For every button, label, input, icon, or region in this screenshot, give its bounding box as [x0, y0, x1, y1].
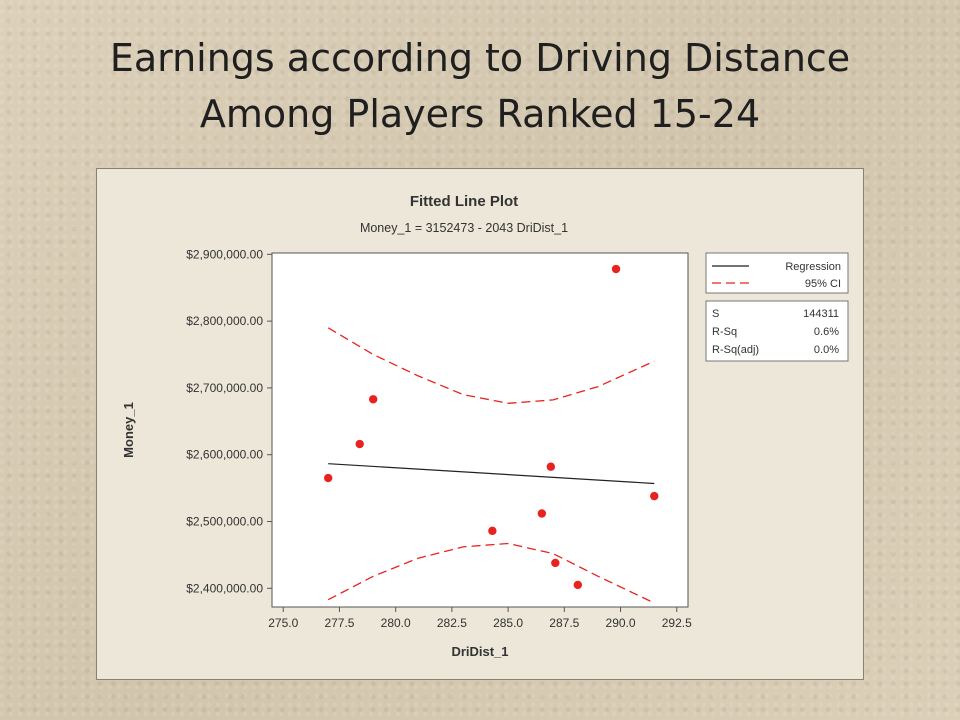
data-point	[324, 473, 333, 483]
fitted-line-plot: Fitted Line Plot Money_1 = 3152473 - 204…	[121, 193, 849, 659]
x-tick-label: 287.5	[549, 616, 579, 630]
stat-rsq-value: 0.6%	[814, 326, 839, 338]
stat-rsq-adj-label: R-Sq(adj)	[712, 344, 759, 356]
data-point	[650, 491, 659, 501]
ci-lower-line	[327, 542, 655, 604]
data-point	[368, 395, 378, 404]
stat-rsq-label: R-Sq	[712, 326, 737, 338]
x-tick-label: 280.0	[381, 616, 411, 630]
stats-frame	[705, 300, 849, 362]
legend-ci-label: 95% CI	[805, 278, 841, 290]
y-tick-label: $2,800,000.00	[186, 314, 263, 328]
legend: Regression 95% CI	[705, 252, 849, 294]
stat-rsq-adj-value: 0.0%	[814, 344, 839, 356]
regression-line-group	[328, 463, 655, 485]
data-point	[355, 439, 364, 449]
data-point	[573, 580, 583, 590]
x-tick-label: 275.0	[268, 616, 298, 630]
y-tick-label: $2,400,000.00	[186, 581, 263, 595]
chart-subtitle: Money_1 = 3152473 - 2043 DriDist_1	[360, 221, 568, 235]
ci-upper-line	[327, 327, 655, 404]
y-tick-label: $2,600,000.00	[186, 448, 263, 462]
data-point	[546, 462, 556, 471]
y-tick-label: $2,700,000.00	[186, 381, 263, 395]
x-tick-label: 290.0	[606, 616, 636, 630]
x-axis: 275.0 277.5 280.0 282.5 285.0 287.5 290.0 292.5	[268, 607, 692, 630]
y-tick-label: $2,900,000.00	[186, 247, 263, 261]
x-tick-label: 282.5	[437, 616, 467, 630]
x-tick-label: 292.5	[662, 616, 692, 630]
slide-title-line-1: Earnings according to Driving Distance	[109, 36, 851, 80]
slide-title: Earnings according to Driving Distance A…	[0, 30, 960, 142]
chart-title: Fitted Line Plot	[410, 193, 518, 210]
data-point	[611, 264, 621, 274]
plot-area	[271, 252, 689, 608]
regression-line	[328, 463, 655, 485]
stat-s-label: S	[712, 308, 719, 320]
slide-title-line-2: Among Players Ranked 15-24	[199, 92, 761, 136]
ci-band	[327, 327, 655, 604]
y-axis-label: Money_1	[121, 402, 136, 458]
legend-box	[705, 252, 849, 294]
data-points	[324, 264, 659, 590]
chart-panel: Fitted Line Plot Money_1 = 3152473 - 204…	[96, 168, 864, 680]
data-point	[537, 509, 547, 518]
stats-box: S 144311 R-Sq 0.6% R-Sq(adj) 0.0%	[705, 300, 849, 362]
data-point	[551, 558, 560, 568]
stat-s-value: 144311	[803, 308, 839, 320]
x-tick-label: 277.5	[324, 616, 354, 630]
legend-regression-label: Regression	[785, 261, 841, 273]
x-axis-label: DriDist_1	[451, 644, 508, 659]
y-tick-label: $2,500,000.00	[186, 515, 263, 529]
x-tick-label: 285.0	[493, 616, 523, 630]
y-axis: $2,400,000.00 $2,500,000.00 $2,600,000.00 $…	[186, 247, 272, 595]
data-point	[488, 526, 497, 536]
